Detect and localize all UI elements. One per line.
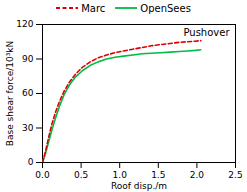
html-text:Marc: Marc [81,2,106,14]
svg-text:Base shear force/10³kN: Base shear force/10³kN [5,41,15,146]
svg-text:2.0: 2.0 [190,170,205,180]
svg-text:2.5: 2.5 [228,170,242,180]
svg-text:Pushover: Pushover [183,27,230,38]
svg-text:120: 120 [16,19,33,29]
svg-text:30: 30 [22,123,34,133]
svg-text:0.5: 0.5 [74,170,88,180]
svg-text:0: 0 [28,157,34,167]
svg-text:60: 60 [22,88,34,98]
svg-text:0.0: 0.0 [35,170,50,180]
svg-text:1.5: 1.5 [151,170,165,180]
svg-text:90: 90 [22,54,34,64]
html-text:OpenSees: OpenSees [140,2,191,14]
svg-text:Roof disp./m: Roof disp./m [111,181,167,191]
svg-text:1.0: 1.0 [113,170,128,180]
